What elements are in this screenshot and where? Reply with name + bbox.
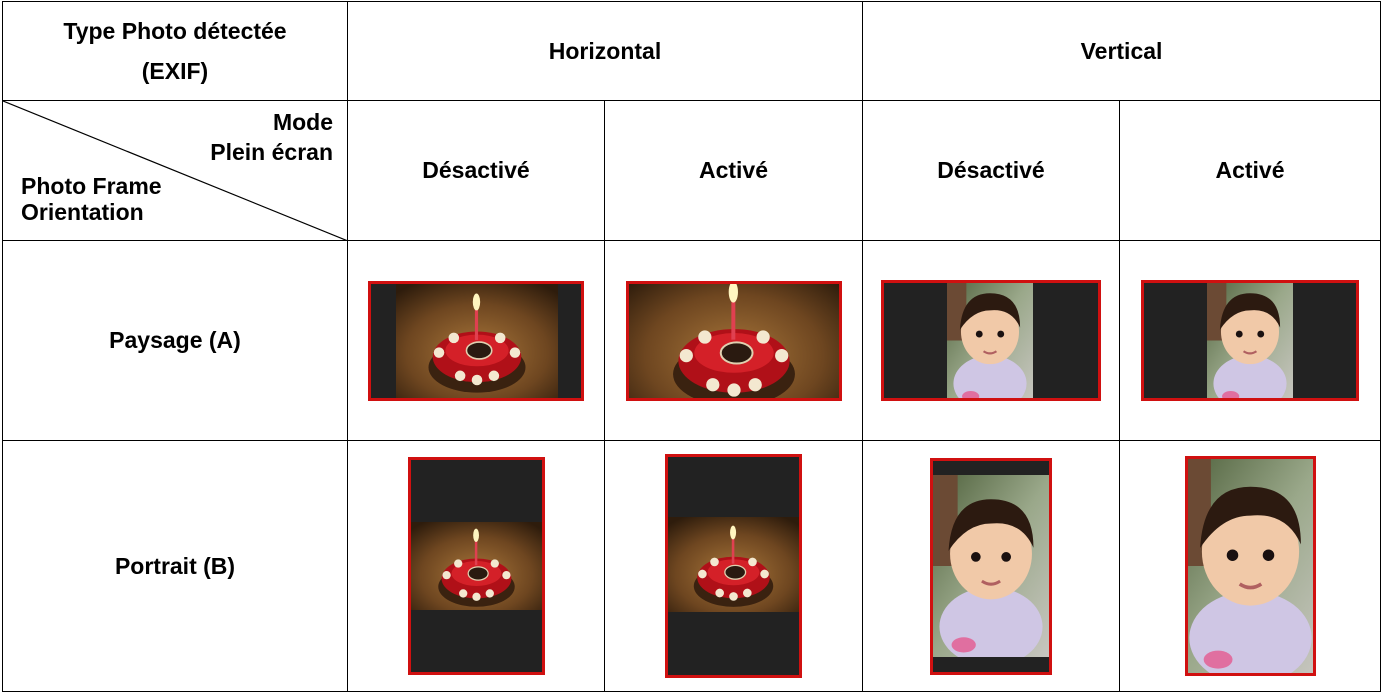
thumbnail <box>1141 280 1359 401</box>
title-line: Type Photo détectée <box>63 18 287 44</box>
row-header: Portrait (B) <box>2 440 348 692</box>
cell <box>862 240 1120 441</box>
title-line: (EXIF) <box>141 58 209 84</box>
diagonal <box>3 101 348 241</box>
corner-label: Mode <box>272 109 333 135</box>
thumbnail <box>930 457 1052 675</box>
header-title: Type Photo détectée (EXIF) <box>2 1 348 101</box>
column-header: Activé <box>1119 100 1381 241</box>
row-header: Paysage (A) <box>2 240 348 441</box>
cell <box>347 240 605 441</box>
column-header: Désactivé <box>347 100 605 241</box>
column-header: Désactivé <box>862 100 1120 241</box>
cell <box>1119 440 1381 692</box>
thumbnail <box>407 457 545 675</box>
column-header: Activé <box>604 100 863 241</box>
thumbnail <box>368 280 584 401</box>
thumbnail <box>625 280 842 401</box>
cell <box>1119 240 1381 441</box>
cell <box>862 440 1120 692</box>
corner-cell: Mode Plein écran Photo Frame Orientation <box>2 100 348 241</box>
group-header: Vertical <box>862 1 1381 101</box>
thumbnail <box>881 280 1101 401</box>
thumbnail <box>1184 456 1316 676</box>
cell <box>347 440 605 692</box>
group-header: Horizontal <box>347 1 863 101</box>
corner-label: Plein écran <box>210 139 333 165</box>
thumbnail <box>665 454 802 678</box>
corner-label: Photo Frame <box>21 173 162 199</box>
corner-label: Orientation <box>21 199 144 225</box>
cell <box>604 440 863 692</box>
cell <box>604 240 863 441</box>
